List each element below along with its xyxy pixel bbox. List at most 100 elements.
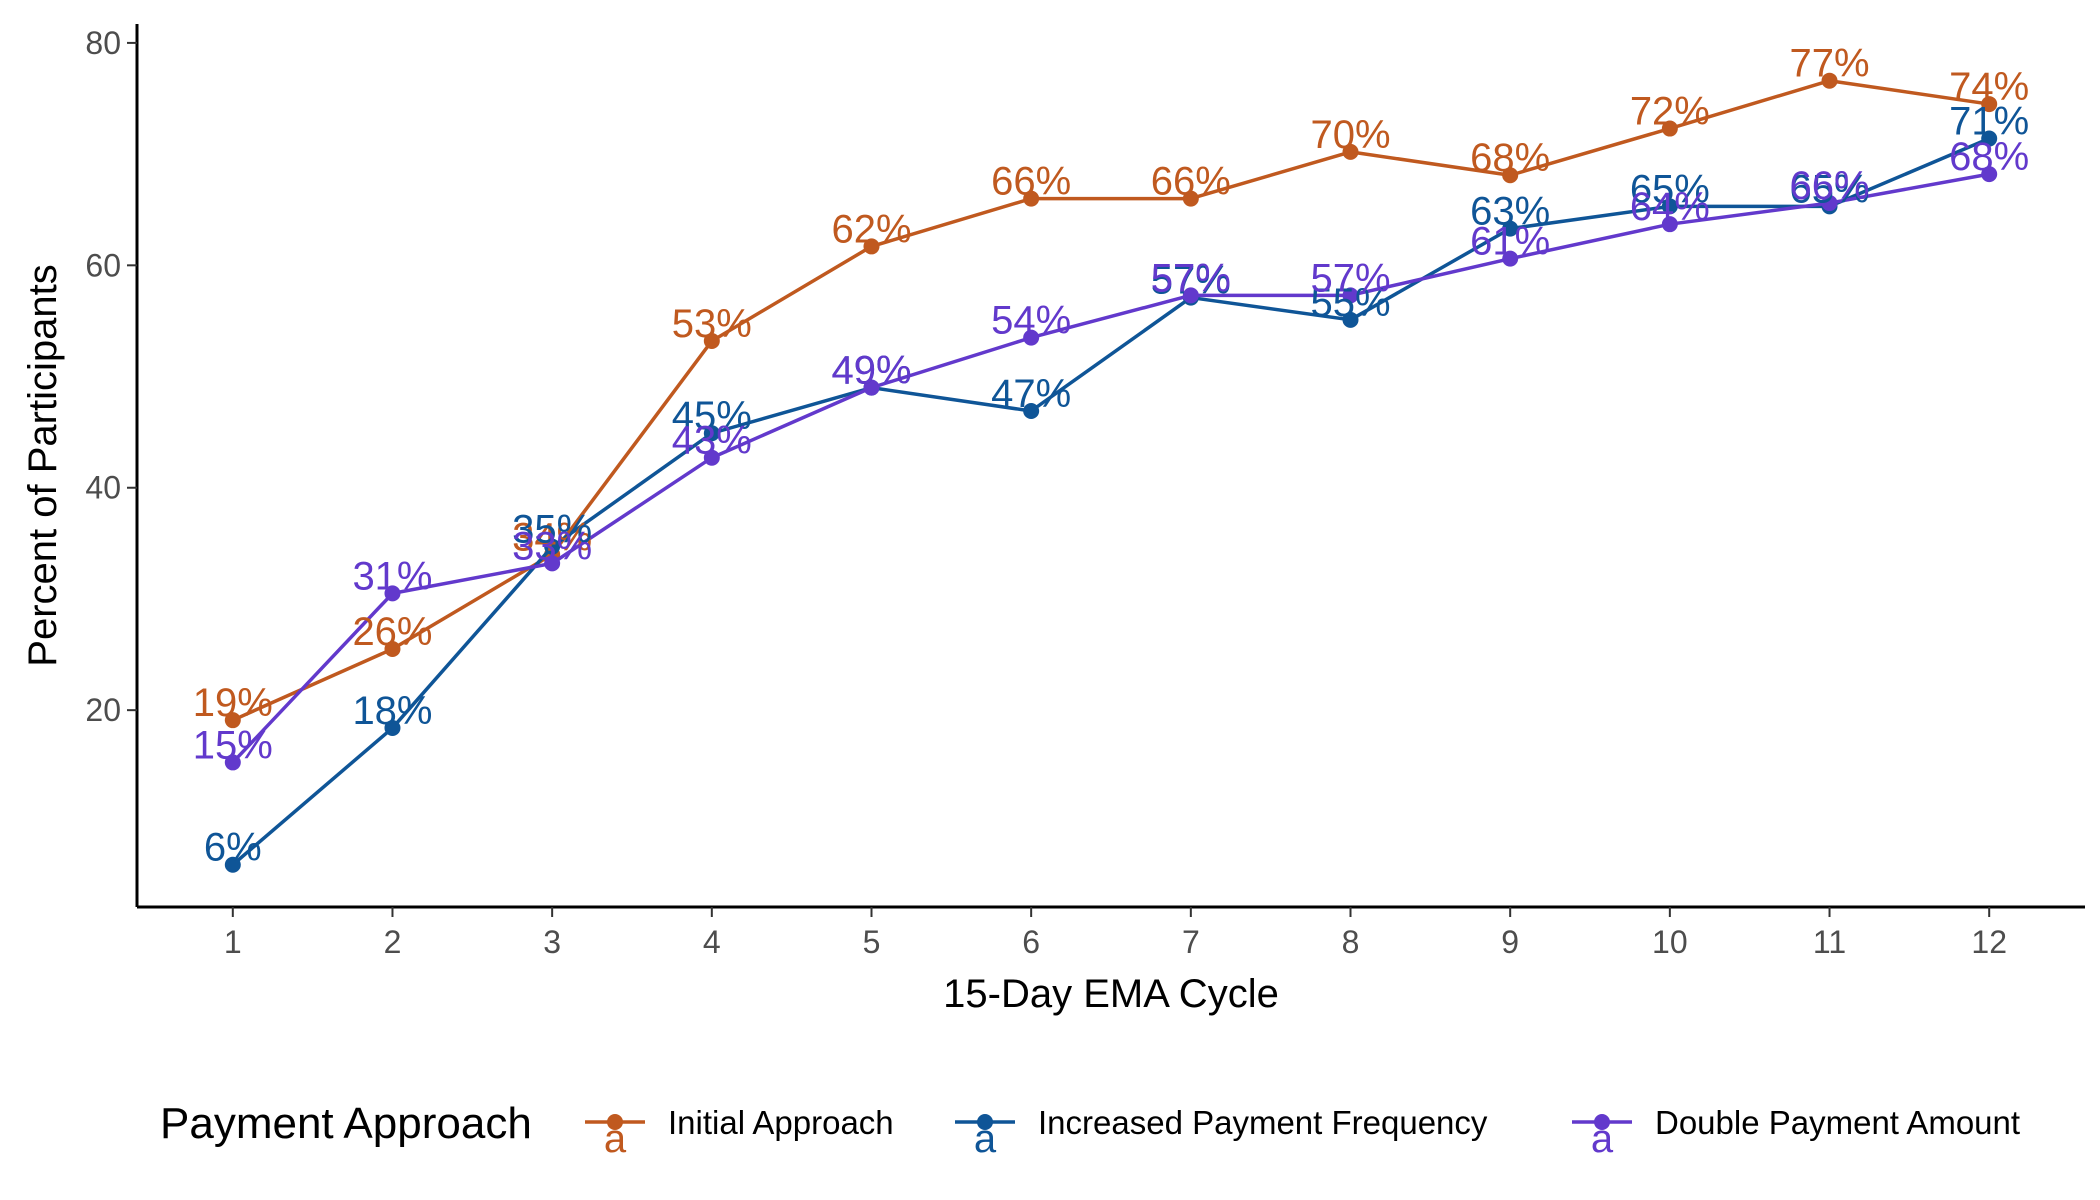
x-tick-label: 8: [1342, 924, 1360, 960]
legend-item: a Initial Approach: [585, 1104, 894, 1161]
data-point: [1821, 195, 1838, 212]
data-label: 31%: [352, 554, 432, 598]
x-tick-label: 11: [1813, 924, 1846, 960]
data-labels: 19% 26% 34% 53% 62% 66% 66% 70% 68% 72% 77% 74%: [193, 42, 2029, 725]
data-point: [1502, 220, 1519, 237]
data-label: 34%: [512, 515, 592, 559]
data-label: 45%: [672, 394, 752, 438]
data-point: [1661, 120, 1678, 137]
legend-item: a Increased Payment Frequency: [955, 1104, 1488, 1161]
data-point: [1502, 250, 1519, 267]
x-tick-label: 5: [863, 924, 881, 960]
data-label: 47%: [991, 372, 1071, 416]
data-label: 49%: [831, 349, 911, 393]
data-point: [1023, 403, 1040, 420]
data-point: [224, 856, 241, 873]
data-label: 64%: [1630, 185, 1710, 229]
data-label: 68%: [1949, 135, 2029, 179]
data-labels: 15% 31% 33% 43% 49% 54% 57% 57% 61% 64% 66% 68%: [193, 135, 2029, 767]
x-tick-label: 9: [1501, 924, 1519, 960]
data-label: 68%: [1470, 136, 1550, 180]
legend-item: a Double Payment Amount: [1572, 1104, 2020, 1161]
data-label: 66%: [1151, 160, 1231, 204]
data-point: [1981, 96, 1998, 113]
data-point: [544, 555, 561, 572]
data-label: 66%: [991, 160, 1071, 204]
data-point: [1821, 72, 1838, 89]
data-point: [384, 719, 401, 736]
data-label: 57%: [1151, 256, 1231, 300]
data-point: [384, 585, 401, 602]
data-label: 6%: [204, 826, 262, 870]
data-label: 72%: [1630, 90, 1710, 134]
data-label: 66%: [1789, 164, 1869, 208]
data-labels: 6%18%35%45%49%47%57%55%63%65% 65%71%: [204, 100, 2029, 870]
x-tick-label: 12: [1971, 924, 2007, 960]
data-label: 62%: [831, 207, 911, 251]
y-tick-label: 80: [85, 25, 121, 61]
data-label: 65%: [1789, 167, 1869, 211]
plot-area: 19% 26% 34% 53% 62% 66% 66% 70% 68% 72% 77% 74% 6% 18…: [193, 42, 2029, 873]
data-label: 15%: [193, 723, 273, 767]
x-tick-label: 7: [1182, 924, 1200, 960]
legend-key-glyph: a: [974, 1117, 997, 1161]
data-label: 54%: [991, 299, 1071, 343]
y-tick-label: 20: [85, 692, 121, 728]
x-tick-label: 6: [1022, 924, 1040, 960]
data-point: [863, 238, 880, 255]
data-point: [1661, 216, 1678, 233]
data-label: 57%: [1310, 256, 1390, 300]
legend-key-point: [1594, 1114, 1610, 1130]
series-line: [231, 136, 1990, 867]
data-label: 65%: [1630, 167, 1710, 211]
x-tick-label: 1: [224, 924, 242, 960]
data-label: 71%: [1949, 100, 2029, 144]
x-tick-label: 4: [703, 924, 721, 960]
data-label: 55%: [1310, 281, 1390, 325]
series-initial-approach: [224, 72, 1998, 729]
data-label: 57%: [1151, 259, 1231, 303]
y-tick-label: 40: [85, 470, 121, 506]
data-point: [1981, 130, 1998, 147]
y-axis-title: Percent of Participants: [21, 264, 65, 666]
x-tick-label: 10: [1652, 924, 1688, 960]
data-point: [1023, 329, 1040, 346]
data-point: [1342, 287, 1359, 304]
legend-title: Payment Approach: [160, 1099, 532, 1148]
data-point: [224, 712, 241, 729]
data-label: 70%: [1310, 113, 1390, 157]
data-point: [224, 754, 241, 771]
data-label: 49%: [831, 349, 911, 393]
data-label: 74%: [1949, 65, 2029, 109]
legend-key-glyph: a: [604, 1117, 627, 1161]
legend-label: Initial Approach: [668, 1104, 894, 1141]
x-axis-title: 15-Day EMA Cycle: [943, 972, 1279, 1016]
data-point: [384, 640, 401, 657]
data-label: 18%: [352, 689, 432, 733]
data-label: 35%: [512, 508, 592, 552]
data-point: [544, 538, 561, 555]
legend-key-point: [977, 1114, 993, 1130]
data-label: 61%: [1470, 220, 1550, 264]
data-point: [1502, 167, 1519, 184]
data-point: [1342, 311, 1359, 328]
data-label: 43%: [672, 419, 752, 463]
data-point: [1981, 166, 1998, 183]
y-tick-label: 60: [85, 247, 121, 283]
legend-key-point: [607, 1114, 623, 1130]
data-point: [1182, 287, 1199, 304]
legend: Payment Approach a Initial Approach a Incre…: [160, 1099, 2020, 1161]
series-double-payment-amount: [224, 166, 1998, 771]
data-label: 19%: [193, 681, 273, 725]
data-point: [1023, 190, 1040, 207]
data-label: 53%: [672, 302, 752, 346]
series-line: [231, 172, 1990, 764]
data-label: 33%: [512, 524, 592, 568]
legend-label: Double Payment Amount: [1655, 1104, 2020, 1141]
data-point: [703, 332, 720, 349]
legend-key-glyph: a: [1591, 1117, 1614, 1161]
x-tick-label: 3: [543, 924, 561, 960]
data-label: 77%: [1789, 42, 1869, 86]
